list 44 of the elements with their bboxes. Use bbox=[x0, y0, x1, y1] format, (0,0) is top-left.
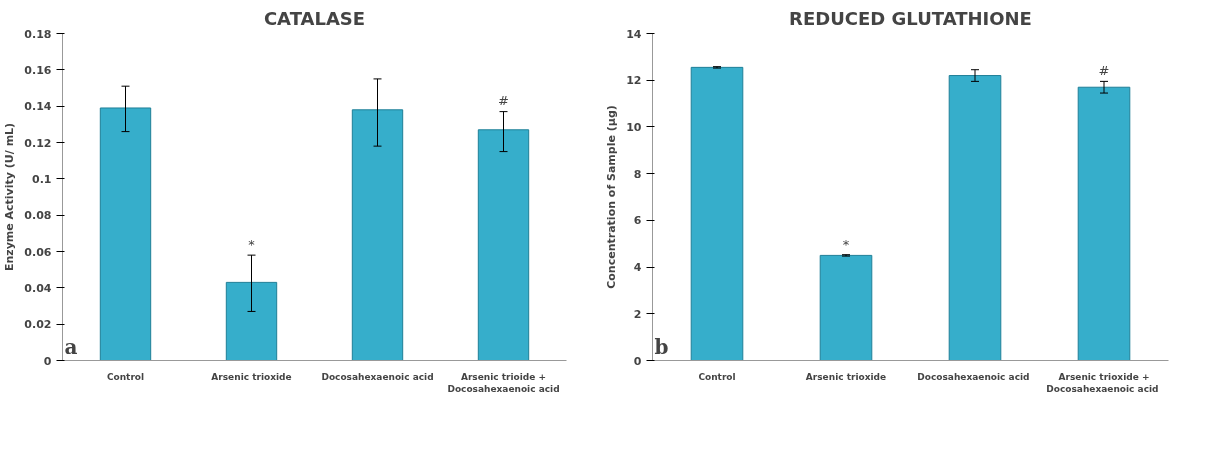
x-tick-label: Arsenic trioxide + Docosahexaenoic acid bbox=[1046, 371, 1159, 394]
y-tick-label: 12 bbox=[626, 74, 642, 88]
y-tick-label: 14 bbox=[626, 27, 642, 41]
x-tick-label: Arsenic trioide + Docosahexaenoic acid bbox=[447, 371, 560, 394]
bar bbox=[948, 75, 1002, 361]
y-tick-label: 4 bbox=[633, 261, 642, 275]
annotation: * bbox=[248, 236, 256, 252]
y-tick-label: 0.02 bbox=[24, 318, 52, 332]
y-tick-label: 0.04 bbox=[24, 281, 52, 295]
chart-title: REDUCED GLUTATHIONE bbox=[789, 7, 1032, 29]
y-tick-label: 0.16 bbox=[24, 63, 52, 77]
annotation: * bbox=[842, 237, 850, 253]
x-tick-label: Docosahexaenoic acid bbox=[917, 371, 1030, 382]
y-tick-label: 0.18 bbox=[24, 27, 52, 41]
x-tick-label: Arsenic trioxide bbox=[805, 371, 887, 382]
x-tick-label: Control bbox=[106, 371, 145, 382]
bar bbox=[819, 254, 873, 361]
y-tick-label: 0.08 bbox=[24, 209, 52, 223]
annotation: # bbox=[498, 93, 509, 109]
y-axis-title: Concentration of Sample (µg) bbox=[605, 105, 619, 289]
annotation: # bbox=[1098, 63, 1110, 79]
y-tick-label: 0.06 bbox=[24, 245, 52, 259]
bar bbox=[225, 281, 278, 361]
x-tick-label: Arsenic trioxide bbox=[211, 371, 292, 382]
bar bbox=[690, 66, 744, 361]
y-tick-label: 10 bbox=[626, 120, 642, 134]
annotation: a bbox=[64, 334, 78, 359]
y-tick-label: 2 bbox=[633, 307, 642, 321]
y-tick-label: 0.1 bbox=[32, 172, 52, 186]
chart-title: CATALASE bbox=[263, 7, 366, 29]
annotation: b bbox=[654, 334, 669, 359]
bar bbox=[1077, 86, 1131, 361]
bar bbox=[477, 129, 530, 361]
y-tick-label: 0 bbox=[43, 354, 52, 368]
bar bbox=[351, 109, 404, 361]
y-tick-label: 6 bbox=[633, 214, 642, 228]
y-tick-label: 0.14 bbox=[24, 100, 52, 114]
x-tick-label: Control bbox=[698, 371, 736, 382]
y-tick-label: 0 bbox=[633, 354, 642, 368]
y-axis-title: Enzyme Activity (U/ mL) bbox=[3, 122, 17, 272]
y-tick-label: 0.12 bbox=[24, 136, 52, 150]
y-tick-label: 8 bbox=[633, 167, 642, 181]
bar bbox=[99, 107, 152, 361]
x-tick-label: Docosahexaenoic acid bbox=[321, 371, 434, 382]
